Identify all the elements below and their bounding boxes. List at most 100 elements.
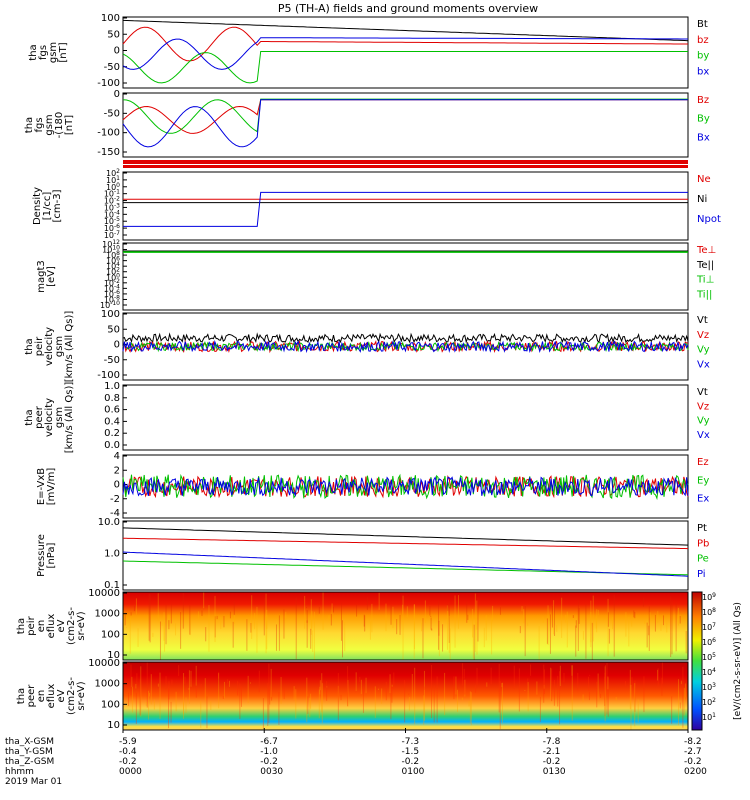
legend-entry: Vz [697, 330, 709, 341]
x-row-value: -0.2 [402, 757, 420, 767]
panel-frame [122, 384, 689, 451]
panel-peer_velocity: 1.00.80.60.40.20.0 tha peer velocity gsm [km/… [24, 381, 710, 453]
y-tick-label: -4 [110, 508, 120, 519]
y-axis-label: [nT] [58, 42, 69, 62]
y-tick-label: 1.0 [104, 549, 120, 560]
legend-entry: Pi [697, 569, 706, 580]
x-row-value: 0030 [260, 767, 283, 777]
figure-title: P5 (TH-A) fields and ground moments over… [278, 2, 538, 15]
legend-entry: Vz [697, 401, 709, 412]
y-axis-label: tha [28, 44, 39, 60]
x-row-value: 0200 [684, 767, 707, 777]
x-row-value: -1.0 [260, 747, 278, 757]
y-tick-label: 0.6 [104, 405, 120, 416]
y-tick-label: -50 [104, 62, 120, 73]
y-axis-label: peer [34, 405, 45, 429]
y-axis-label: en [36, 620, 47, 633]
y-tick-label: 100 [101, 13, 120, 24]
series-Pb [123, 537, 689, 550]
panel-frame [122, 520, 689, 591]
y-axis-label: tha [24, 338, 35, 354]
colorbar-tick-label: 108 [702, 607, 716, 617]
colorbar-tick-label: 105 [702, 652, 716, 662]
date-label: 2019 Mar 01 [5, 777, 62, 787]
y-axis-label: sr-eV) [76, 611, 87, 640]
y-axis-label: [eV] [46, 266, 57, 287]
y-axis-label: gsm [48, 42, 59, 63]
y-tick-label: 10000 [88, 658, 120, 669]
y-tick-label: 102 [106, 267, 120, 277]
x-row-label: tha_Y-GSM [5, 747, 53, 757]
y-axis-label: eV [56, 619, 67, 632]
legend-entry: Te|| [696, 260, 714, 271]
legend-entry: bx [697, 66, 709, 77]
status-bars [123, 160, 688, 168]
y-tick-label: -100 [97, 128, 120, 139]
panel-frame [122, 171, 689, 241]
x-row-value: 0100 [402, 767, 425, 777]
series-By [122, 98, 688, 134]
y-tick-label: 1010 [102, 245, 120, 255]
panel-fgs_gsm_mag: 100 50 0 -50 -100 tha fgs gsm [nT] Bt bz by bx [28, 13, 709, 89]
y-tick-label: 10000 [88, 588, 120, 599]
y-axis-label: gsm [44, 114, 55, 135]
y-tick-label: -50 [104, 355, 120, 366]
colorbar-tick-label: 107 [702, 622, 716, 632]
legend-entry: Npot [697, 214, 721, 225]
y-tick-label: 10-6 [104, 289, 120, 299]
y-tick-label: -150 [97, 147, 120, 158]
series-bz [122, 26, 688, 62]
legend-entry: Bx [697, 132, 710, 143]
legend-entry: Ex [697, 494, 709, 505]
y-axis-label: E=-VxB [36, 468, 47, 505]
y-axis-label: -(180 [54, 112, 65, 139]
legend-entry: Vx [697, 430, 710, 441]
y-axis-label: tha [24, 117, 35, 133]
y-tick-label: 4 [114, 451, 120, 462]
series-Npot [123, 191, 688, 227]
x-row-value: -2.7 [684, 747, 702, 757]
legend-entry: Bt [697, 19, 708, 30]
legend-entry: Pb [697, 538, 709, 549]
y-tick-label: 101 [106, 175, 120, 185]
legend-entry: Vy [697, 345, 710, 356]
y-tick-label: -50 [104, 108, 120, 119]
panel-pressure: 10.0 1.0 0.1 Pressure [nPa] Pt Pb Pe Pi [36, 517, 709, 591]
y-tick-label: 100 [101, 309, 120, 320]
x-row-label: hhmm [5, 767, 34, 777]
series-Vx [122, 339, 689, 354]
legend-entry: Pt [697, 523, 707, 534]
y-tick-label: 2 [114, 465, 120, 476]
series-Bx [122, 99, 688, 148]
status-bar [123, 165, 688, 168]
x-row-value: -0.2 [119, 757, 137, 767]
y-axis-label: eflux [46, 684, 57, 709]
y-tick-label: 1000 [95, 679, 120, 690]
y-tick-label: 1.0 [104, 381, 120, 392]
colorbar-tick-label: 102 [702, 697, 716, 707]
x-row-label: tha_Z-GSM [5, 757, 54, 767]
y-axis-label: [cm-3] [52, 189, 63, 222]
y-axis-label: en [36, 690, 47, 703]
colorbar-tick-label: 101 [702, 712, 716, 722]
panel-efield: 4 2 0 -2 -4 E=-VxB [mV/m] Ez Ey Ex [36, 451, 709, 519]
series-Bz [122, 99, 688, 134]
panel-frame [122, 92, 689, 158]
y-axis-label: eflux [46, 614, 57, 639]
y-axis-label: [mV/m] [46, 468, 57, 506]
y-tick-label: 0.0 [104, 440, 120, 451]
panel-peer_en_eflux: 10000 1000 100 10 tha peer en eflux eV (cm2-s-sr-… [16, 658, 689, 731]
y-axis-label: [nT] [64, 115, 75, 135]
y-axis-label: fgs [34, 117, 45, 132]
legend-entry: Pe [697, 554, 709, 565]
y-axis-label: velocity [44, 327, 55, 366]
y-axis-label: (cm2-s- [66, 607, 77, 645]
colorbar-tick-label: 106 [702, 637, 716, 647]
legend-entry: Ti⊥ [696, 275, 714, 286]
y-axis-label: tha [16, 618, 27, 634]
y-tick-label: 10-4 [104, 209, 120, 219]
y-axis-label: Pressure [36, 534, 47, 577]
legend-entry: Vx [697, 359, 710, 370]
legend-entry: Ni [697, 194, 707, 205]
